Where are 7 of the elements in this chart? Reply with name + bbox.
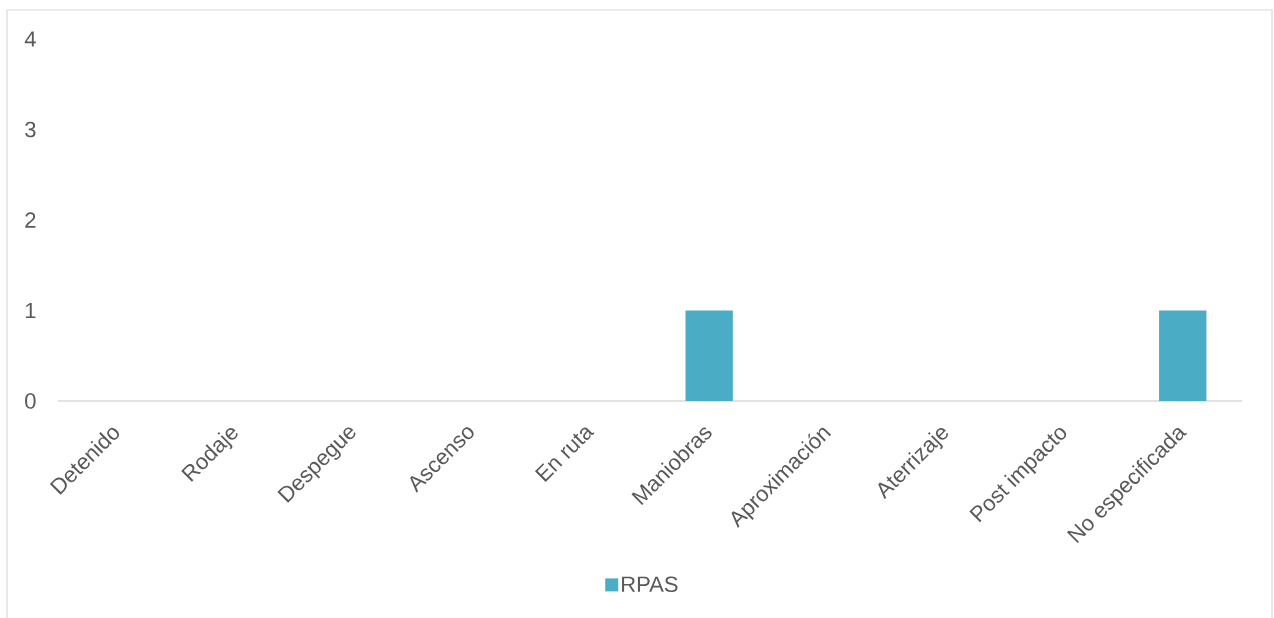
y-tick-label: 4	[24, 31, 36, 47]
y-tick-label: 2	[25, 212, 36, 228]
y-tick-label: 3	[25, 121, 36, 138]
x-tick-label: En ruta	[534, 427, 595, 482]
y-tick-label: 0	[25, 393, 36, 409]
y-tick-label: 1	[25, 302, 36, 319]
legend-label: RPAS	[622, 576, 678, 593]
